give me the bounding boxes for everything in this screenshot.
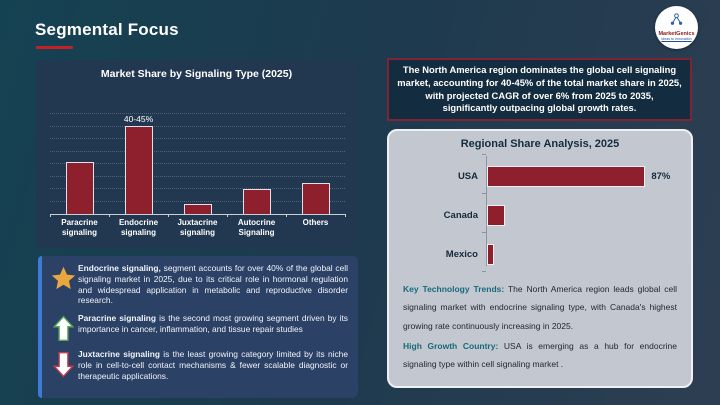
x-label: Paracrine signaling <box>61 218 98 237</box>
axis-tick <box>50 214 51 217</box>
bar-endocrine-signaling <box>124 126 153 214</box>
up-arrow-icon <box>48 315 78 342</box>
x-label: Endocrine signaling <box>118 218 159 237</box>
gridline <box>50 113 345 114</box>
segment-callouts-panel: Endocrine signaling, segment accounts fo… <box>38 256 358 398</box>
axis-tick <box>482 193 486 194</box>
callout-text: Paracrine signaling is the second most g… <box>78 313 348 334</box>
brand-tagline: Ideas to Innovation <box>661 37 692 42</box>
chart-title: Market Share by Signaling Type (2025) <box>100 68 293 80</box>
category-label: USA <box>457 171 478 182</box>
insight-high-growth-country: High Growth Country: USA is emerging as … <box>403 340 677 370</box>
bar-slot-autocrine-signaling <box>227 189 286 214</box>
star-icon <box>48 265 78 292</box>
callout-paracrine: Paracrine signaling is the second most g… <box>38 306 358 342</box>
bar-slot-endocrine-signaling: 40-45% <box>109 114 168 214</box>
gridline <box>50 150 345 152</box>
insights-text: Key Technology Trends: The North America… <box>389 274 691 373</box>
axis-tick <box>109 214 110 217</box>
vertical-bar-plot: 40-45% <box>50 113 346 217</box>
axis-tick <box>168 214 169 217</box>
axis-tick <box>482 154 486 155</box>
bar-row-usa: USA 87% <box>389 157 691 196</box>
bar-slot-paracrine-signaling <box>50 162 109 214</box>
insight-key-technology-trends: Key Technology Trends: The North America… <box>403 284 677 331</box>
axis-tick <box>286 214 287 217</box>
bar-paracrine-signaling <box>65 162 94 214</box>
callout-juxtacrine: Juxtacrine signaling is the least growin… <box>38 342 358 381</box>
gridline <box>50 175 345 177</box>
brand-logo: MarketGenics Ideas to Innovation <box>655 6 698 49</box>
horizontal-bar-chart: USA 87% Canada Mexico <box>389 152 691 274</box>
bar-canada <box>487 205 506 226</box>
x-axis-labels: Paracrine signaling Endocrine signaling Ju… <box>50 218 345 245</box>
bar-row-mexico: Mexico <box>389 235 691 274</box>
category-label: Canada <box>443 210 478 221</box>
title-underline <box>36 46 73 49</box>
bar-juxtacrine-signaling <box>183 203 212 214</box>
down-arrow-icon <box>48 351 78 378</box>
callout-text: Juxtacrine signaling is the least growin… <box>78 349 349 381</box>
axis-tick <box>345 214 346 217</box>
callout-endocrine: Endocrine signaling, segment accounts fo… <box>38 256 358 306</box>
x-label: Autocrine Signaling <box>237 218 276 237</box>
regional-chart-title: Regional Share Analysis, 2025 <box>460 138 620 150</box>
brand-name: MarketGenics <box>658 30 695 37</box>
bar-value-label: 40-45% <box>123 114 154 125</box>
y-axis-line <box>486 156 487 266</box>
gridline <box>50 163 345 164</box>
bar-row-canada: Canada <box>389 196 691 235</box>
gridline <box>50 125 345 127</box>
accent-strip <box>38 256 42 398</box>
callout-text: Endocrine signaling, segment accounts fo… <box>78 263 348 306</box>
bar-mexico <box>487 244 495 265</box>
bar-slot-juxtacrine-signaling <box>168 203 227 214</box>
category-label: Mexico <box>445 249 478 260</box>
bar-autocrine-signaling <box>242 189 271 214</box>
axis-tick <box>227 214 228 217</box>
bar-value-label: 87% <box>651 171 671 182</box>
gridline <box>50 188 345 189</box>
gridline <box>50 138 345 139</box>
bar-slot-others <box>286 182 345 214</box>
x-label: Juxtacrine signaling <box>177 218 218 237</box>
x-label: Others <box>302 218 329 227</box>
axis-tick <box>482 271 486 272</box>
page-title: Segmental Focus <box>35 20 179 39</box>
highlight-text: The North America region dominates the g… <box>397 63 682 114</box>
bar-usa <box>487 166 646 187</box>
signaling-type-chart-panel: Market Share by Signaling Type (2025) 40… <box>36 60 357 248</box>
regional-analysis-card: Regional Share Analysis, 2025 USA 87% Cana… <box>387 129 693 388</box>
gridline <box>50 200 345 202</box>
molecule-icon <box>669 13 684 31</box>
north-america-highlight-box: The North America region dominates the g… <box>387 58 692 121</box>
axis-tick <box>482 232 486 233</box>
bar-others <box>301 182 330 214</box>
